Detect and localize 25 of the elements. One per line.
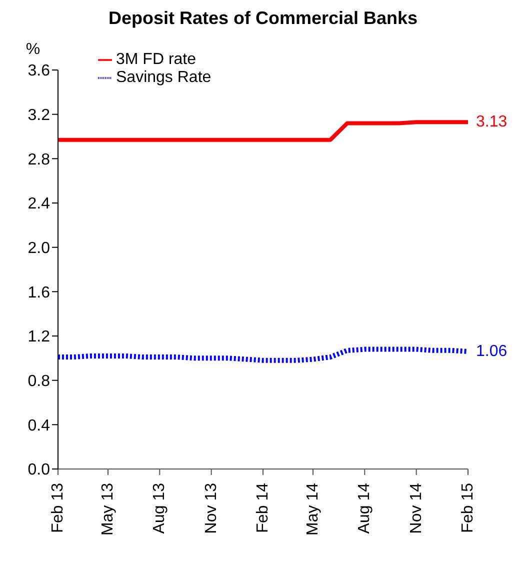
x-tick-label: Nov 13 <box>202 482 220 534</box>
y-tick-label: 1.6 <box>28 284 50 302</box>
y-tick-label: 3.2 <box>28 107 50 124</box>
y-tick-label: 3.6 <box>28 62 50 80</box>
y-tick-label: 0.0 <box>28 462 50 479</box>
x-tick-label: Aug 13 <box>151 482 168 534</box>
y-tick-label: 2.0 <box>28 240 50 258</box>
x-tick-label: Feb 14 <box>254 482 272 533</box>
y-tick-label: 0.8 <box>28 373 50 390</box>
x-tick-label: Feb 13 <box>50 482 66 533</box>
chart-title: Deposit Rates of Commercial Banks <box>107 8 419 29</box>
legend-label: 3M FD rate <box>116 51 196 68</box>
legend-label: Savings Rate <box>116 69 212 86</box>
y-tick-label: 2.4 <box>28 196 50 213</box>
y-axis-title: % <box>26 41 40 58</box>
x-tick-label: Nov 14 <box>408 482 425 534</box>
x-tick-label: Feb 15 <box>460 482 476 533</box>
data-label: 3.13 <box>476 114 508 131</box>
x-tick-label: Aug 14 <box>356 482 374 534</box>
x-tick-label: May 13 <box>99 482 116 536</box>
x-tick-label: May 14 <box>304 482 322 536</box>
y-tick-label: 0.4 <box>28 417 50 434</box>
y-tick-label: 2.8 <box>28 151 50 168</box>
data-label: 1.06 <box>476 343 508 360</box>
y-tick-label: 1.2 <box>28 328 50 346</box>
